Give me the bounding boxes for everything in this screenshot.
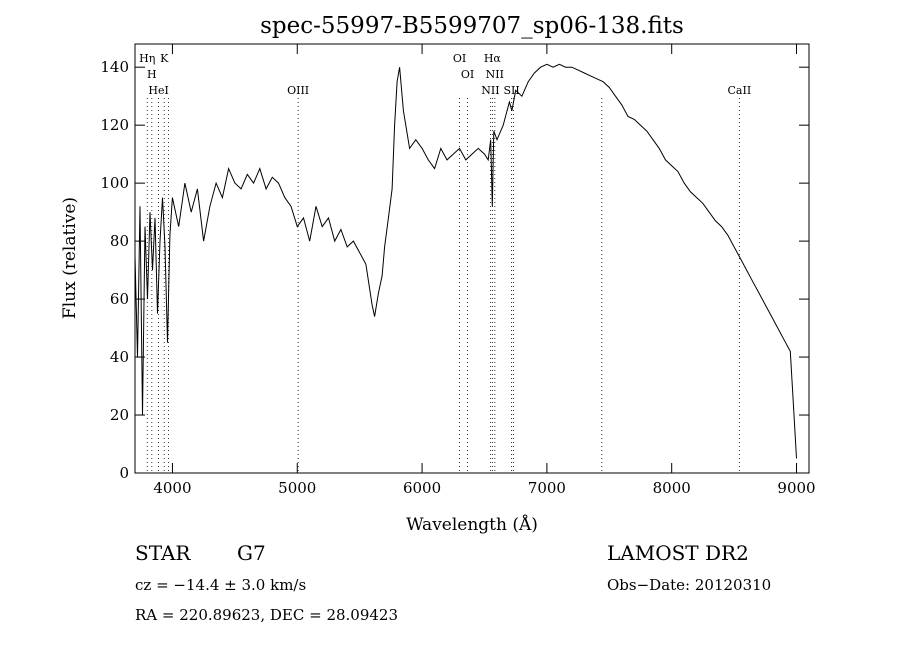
observation-date: Obs−Date: 20120310 bbox=[607, 576, 771, 594]
y-tick-label: 120 bbox=[100, 116, 129, 134]
y-tick-label: 40 bbox=[110, 348, 129, 366]
line-marker-label: CaII bbox=[728, 84, 752, 97]
y-tick-label: 140 bbox=[100, 58, 129, 76]
line-marker-label: Hα bbox=[484, 52, 502, 65]
line-marker-label: NII bbox=[481, 84, 499, 97]
coordinates: RA = 220.89623, DEC = 28.09423 bbox=[135, 606, 398, 624]
x-tick-label: 6000 bbox=[403, 479, 441, 497]
line-marker-label: K bbox=[160, 52, 169, 65]
y-axis-label: Flux (relative) bbox=[60, 197, 80, 319]
spectrum-line bbox=[134, 63, 797, 459]
y-tick-label: 80 bbox=[110, 232, 129, 250]
plot-frame bbox=[134, 43, 810, 474]
line-marker-label: OI bbox=[461, 68, 474, 81]
line-marker-label: OI bbox=[453, 52, 466, 65]
x-axis-ticks: 4000 5000 6000 7000 8000 9000 bbox=[153, 44, 816, 497]
x-tick-label: 8000 bbox=[653, 479, 691, 497]
line-marker-label: OIII bbox=[287, 84, 309, 97]
line-marker-label: NII bbox=[486, 68, 504, 81]
y-tick-label: 20 bbox=[110, 406, 129, 424]
object-class: STAR bbox=[135, 541, 191, 565]
y-tick-label: 0 bbox=[119, 464, 129, 482]
line-marker-label: Hη bbox=[139, 52, 155, 65]
survey-name: LAMOST DR2 bbox=[607, 541, 749, 565]
line-marker-label: H bbox=[147, 68, 157, 81]
y-axis-ticks: 0 20 40 60 80 100 120 140 bbox=[100, 58, 809, 482]
emission-line-markers: Hη H HeI K OIII OI OI NII Hα NII SII CaII bbox=[139, 52, 751, 473]
x-tick-label: 4000 bbox=[153, 479, 191, 497]
y-tick-label: 60 bbox=[110, 290, 129, 308]
x-tick-label: 5000 bbox=[278, 479, 316, 497]
line-marker-label: SII bbox=[503, 84, 519, 97]
line-marker-label: HeI bbox=[148, 84, 168, 97]
chart-title: spec-55997-B5599707_sp06-138.fits bbox=[260, 13, 684, 39]
object-subclass: G7 bbox=[237, 541, 266, 565]
y-tick-label: 100 bbox=[100, 174, 129, 192]
x-axis-label: Wavelength (Å) bbox=[406, 514, 538, 535]
redshift-velocity: cz = −14.4 ± 3.0 km/s bbox=[135, 576, 306, 594]
x-tick-label: 7000 bbox=[528, 479, 566, 497]
x-tick-label: 9000 bbox=[777, 479, 815, 497]
